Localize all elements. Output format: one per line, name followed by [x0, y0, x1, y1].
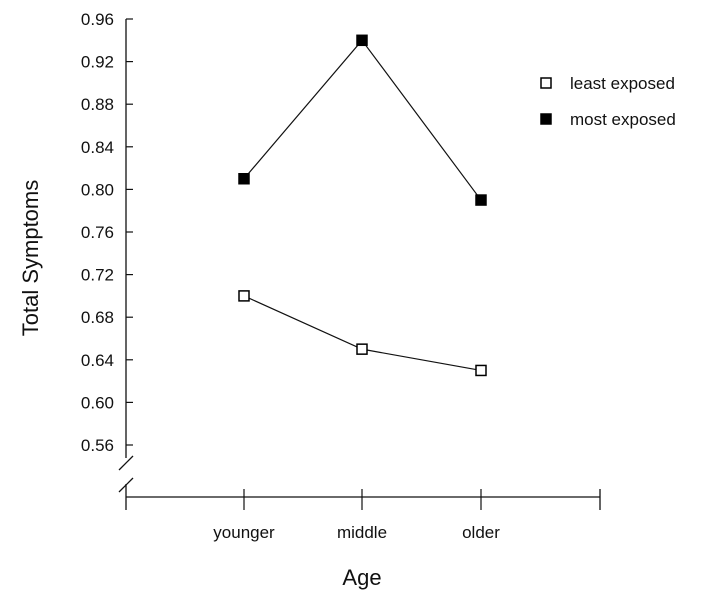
- x-tick-label: older: [462, 523, 500, 542]
- y-tick-label: 0.60: [81, 393, 114, 412]
- series-least-exposed: [238, 290, 487, 377]
- y-axis-break-mark: [118, 455, 134, 471]
- series-line: [243, 39, 482, 201]
- y-tick-label: 0.92: [81, 53, 114, 72]
- x-axis-title: Age: [342, 565, 381, 590]
- y-tick-label: 0.96: [81, 10, 114, 29]
- data-point-marker: [475, 194, 487, 206]
- legend-label: least exposed: [570, 74, 675, 93]
- y-tick-label: 0.84: [81, 138, 114, 157]
- series-most-exposed: [238, 34, 487, 206]
- series-line: [243, 295, 482, 372]
- y-tick-label: 0.80: [81, 180, 114, 199]
- data-point-marker: [475, 364, 487, 377]
- series-layer: [238, 34, 487, 377]
- y-tick-label: 0.68: [81, 308, 114, 327]
- legend-label: most exposed: [570, 110, 676, 129]
- y-tick-label: 0.56: [81, 436, 114, 455]
- legend: least exposed most exposed: [540, 74, 676, 129]
- legend-swatch: [540, 77, 552, 89]
- x-tick-label: younger: [213, 523, 275, 542]
- data-point-marker: [238, 290, 250, 302]
- y-axis-ticks: 0.56 0.60 0.64 0.68 0.72 0.76 0.80 0.84 0.88 0.92…: [81, 10, 133, 455]
- data-point-marker: [238, 173, 250, 185]
- data-point-marker: [356, 34, 368, 47]
- y-axis-title: Total Symptoms: [18, 180, 43, 337]
- y-tick-label: 0.88: [81, 95, 114, 114]
- y-tick-label: 0.72: [81, 266, 114, 285]
- data-point-marker: [356, 343, 368, 355]
- legend-swatch: [540, 113, 552, 125]
- y-tick-label: 0.64: [81, 351, 114, 370]
- x-tick-label: middle: [337, 523, 387, 542]
- axes: [118, 19, 601, 510]
- x-axis-ticks: younger middle older: [213, 489, 500, 542]
- y-tick-label: 0.76: [81, 223, 114, 242]
